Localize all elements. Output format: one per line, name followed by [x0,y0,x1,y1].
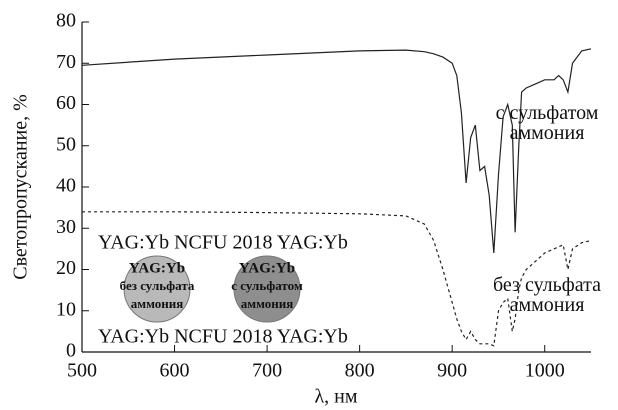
y-tick-label: 60 [56,92,76,114]
y-tick-label: 80 [56,10,76,32]
page: λ, нм Светопропускание, % 50060070080090… [0,0,618,410]
x-tick-label: 700 [252,360,282,382]
series-label: без сульфата аммония [472,275,618,315]
x-tick-label: 800 [345,360,375,382]
series-label: с сульфатом аммония [472,103,618,143]
y-axis-title: Светопропускание, % [10,94,32,280]
sample-text: аммония [241,296,294,311]
sample-text: с сульфатом [231,278,303,293]
sample-text: YAG:Yb [239,260,295,276]
x-tick-label: 1000 [525,360,565,382]
y-tick-label: 40 [56,175,76,197]
inset-caption: YAG:Yb NCFU 2018 YAG:Yb [98,232,348,254]
inset-caption: YAG:Yb NCFU 2018 YAG:Yb [98,326,348,348]
x-axis-title: λ, нм [314,386,357,408]
x-tick-label: 600 [160,360,190,382]
sample-text: без сульфата [120,278,195,293]
series-line [82,49,591,253]
y-tick-label: 0 [66,340,76,362]
y-tick-label: 70 [56,51,76,73]
y-tick-label: 10 [56,298,76,320]
y-tick-label: 20 [56,257,76,279]
y-tick-label: 30 [56,216,76,238]
x-tick-label: 500 [67,360,97,382]
x-tick-label: 900 [437,360,467,382]
sample-text: аммония [131,296,184,311]
chart: λ, нм Светопропускание, % 50060070080090… [0,0,618,410]
y-tick-label: 50 [56,133,76,155]
sample-text: YAG:Yb [129,260,185,276]
